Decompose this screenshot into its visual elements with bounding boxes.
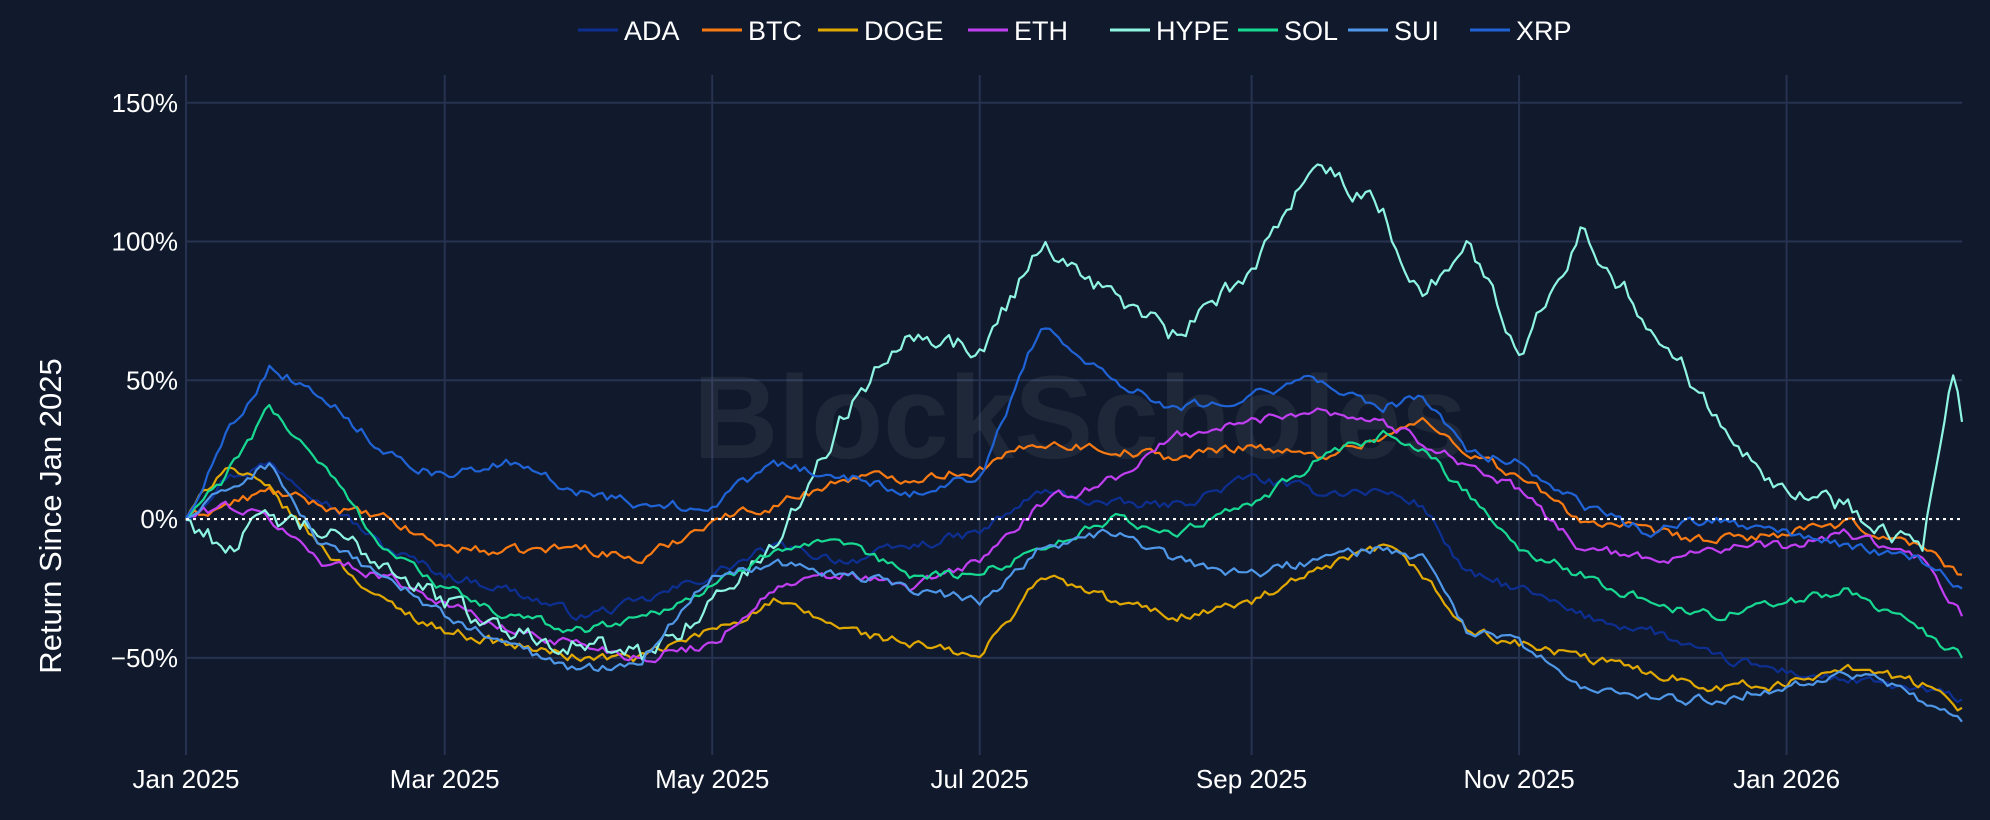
legend: ADA BTC DOGE ETH HYPE SOL SUI XRP	[578, 16, 1572, 46]
legend-label-eth: ETH	[1014, 16, 1068, 46]
axes: 150% 100% 50% 0% −50% Jan 2025 Mar 2025 May 202…	[111, 88, 1840, 794]
legend-label-xrp: XRP	[1516, 16, 1572, 46]
x-tick-label: Mar 2025	[390, 764, 500, 794]
legend-label-hype: HYPE	[1156, 16, 1230, 46]
y-axis-title: Return Since Jan 2025	[33, 358, 68, 673]
y-tick-label: 100%	[112, 227, 179, 257]
x-tick-label: Nov 2025	[1463, 764, 1574, 794]
x-tick-label: Jan 2026	[1733, 764, 1840, 794]
legend-label-ada: ADA	[624, 16, 680, 46]
legend-label-sui: SUI	[1394, 16, 1439, 46]
x-tick-label: May 2025	[655, 764, 769, 794]
legend-label-sol: SOL	[1284, 16, 1338, 46]
x-tick-label: Jan 2025	[133, 764, 240, 794]
y-tick-label: 150%	[112, 88, 179, 118]
series-line-sui	[185, 462, 1963, 723]
legend-label-doge: DOGE	[864, 16, 944, 46]
x-tick-label: Jul 2025	[931, 764, 1029, 794]
x-tick-label: Sep 2025	[1196, 764, 1307, 794]
series-line-xrp	[185, 327, 1963, 590]
series-lines	[184, 163, 1964, 723]
series-line-hype	[185, 163, 1964, 661]
watermark: BlockScholes	[693, 352, 1467, 484]
y-tick-label: 0%	[140, 504, 178, 534]
y-tick-label: 50%	[126, 365, 178, 395]
series-line-eth	[185, 407, 1964, 664]
grid	[185, 75, 1962, 755]
series-line-btc	[185, 416, 1963, 576]
legend-label-btc: BTC	[748, 16, 802, 46]
y-tick-label: −50%	[111, 643, 178, 673]
series-line-doge	[184, 466, 1963, 712]
